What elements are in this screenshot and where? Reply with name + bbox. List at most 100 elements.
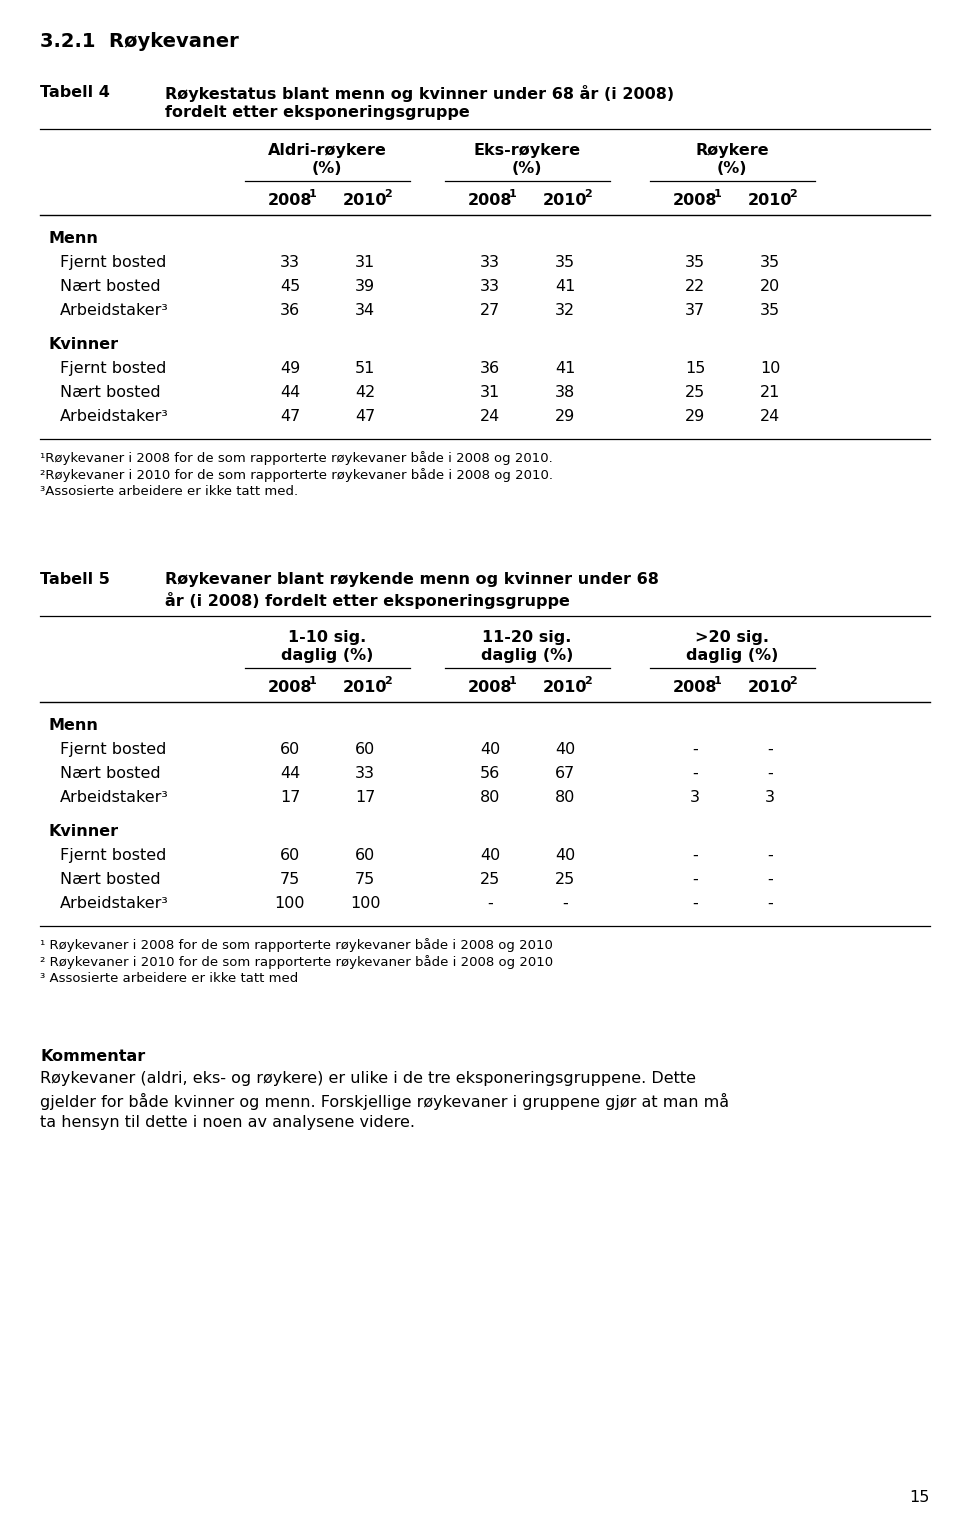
- Text: 17: 17: [355, 790, 375, 805]
- Text: Arbeidstaker³: Arbeidstaker³: [60, 409, 169, 424]
- Text: -: -: [692, 871, 698, 887]
- Text: Arbeidstaker³: Arbeidstaker³: [60, 790, 169, 805]
- Text: ²Røykevaner i 2010 for de som rapporterte røykevaner både i 2008 og 2010.: ²Røykevaner i 2010 for de som rapportert…: [40, 468, 553, 483]
- Text: 2010: 2010: [542, 194, 588, 207]
- Text: 60: 60: [355, 741, 375, 756]
- Text: -: -: [692, 847, 698, 862]
- Text: 39: 39: [355, 278, 375, 294]
- Text: Røykevaner (aldri, eks- og røykere) er ulike i de tre eksponeringsgruppene. Dett: Røykevaner (aldri, eks- og røykere) er u…: [40, 1071, 696, 1086]
- Text: 11-20 sig.: 11-20 sig.: [482, 629, 572, 645]
- Text: 3.2.1  Røykevaner: 3.2.1 Røykevaner: [40, 32, 239, 51]
- Text: Nært bosted: Nært bosted: [60, 766, 160, 781]
- Text: 24: 24: [480, 409, 500, 424]
- Text: Aldri-røykere: Aldri-røykere: [268, 144, 387, 157]
- Text: 33: 33: [280, 256, 300, 269]
- Text: Røykere: Røykere: [695, 144, 769, 157]
- Text: -: -: [767, 871, 773, 887]
- Text: (%): (%): [512, 160, 542, 176]
- Text: 2: 2: [789, 676, 797, 685]
- Text: ³Assosierte arbeidere er ikke tatt med.: ³Assosierte arbeidere er ikke tatt med.: [40, 486, 299, 498]
- Text: 42: 42: [355, 384, 375, 399]
- Text: gjelder for både kvinner og menn. Forskjellige røykevaner i gruppene gjør at man: gjelder for både kvinner og menn. Forskj…: [40, 1092, 730, 1111]
- Text: 1: 1: [309, 189, 317, 200]
- Text: Nært bosted: Nært bosted: [60, 278, 160, 294]
- Text: 67: 67: [555, 766, 575, 781]
- Text: Kommentar: Kommentar: [40, 1049, 145, 1064]
- Text: ³ Assosierte arbeidere er ikke tatt med: ³ Assosierte arbeidere er ikke tatt med: [40, 971, 299, 985]
- Text: Nært bosted: Nært bosted: [60, 871, 160, 887]
- Text: 100: 100: [275, 896, 305, 911]
- Text: 2008: 2008: [468, 679, 513, 694]
- Text: 40: 40: [555, 741, 575, 756]
- Text: Eks-røykere: Eks-røykere: [473, 144, 581, 157]
- Text: 47: 47: [355, 409, 375, 424]
- Text: -: -: [487, 896, 492, 911]
- Text: 35: 35: [760, 303, 780, 318]
- Text: 36: 36: [280, 303, 300, 318]
- Text: 3: 3: [690, 790, 700, 805]
- Text: 2: 2: [584, 676, 591, 685]
- Text: Arbeidstaker³: Arbeidstaker³: [60, 896, 169, 911]
- Text: 75: 75: [280, 871, 300, 887]
- Text: Fjernt bosted: Fjernt bosted: [60, 741, 166, 756]
- Text: 40: 40: [480, 847, 500, 862]
- Text: Nært bosted: Nært bosted: [60, 384, 160, 399]
- Text: 75: 75: [355, 871, 375, 887]
- Text: Tabell 5: Tabell 5: [40, 572, 109, 587]
- Text: 2008: 2008: [268, 679, 312, 694]
- Text: -: -: [692, 741, 698, 756]
- Text: 2: 2: [789, 189, 797, 200]
- Text: 1: 1: [509, 676, 516, 685]
- Text: 1: 1: [714, 189, 722, 200]
- Text: 2010: 2010: [343, 679, 387, 694]
- Text: 1: 1: [309, 676, 317, 685]
- Text: -: -: [767, 847, 773, 862]
- Text: ² Røykevaner i 2010 for de som rapporterte røykevaner både i 2008 og 2010: ² Røykevaner i 2010 for de som rapporter…: [40, 955, 553, 968]
- Text: -: -: [563, 896, 568, 911]
- Text: Røykevaner blant røykende menn og kvinner under 68: Røykevaner blant røykende menn og kvinne…: [165, 572, 659, 587]
- Text: Arbeidstaker³: Arbeidstaker³: [60, 303, 169, 318]
- Text: 2: 2: [384, 189, 392, 200]
- Text: 25: 25: [555, 871, 575, 887]
- Text: 25: 25: [480, 871, 500, 887]
- Text: Menn: Menn: [48, 231, 98, 247]
- Text: 34: 34: [355, 303, 375, 318]
- Text: ¹Røykevaner i 2008 for de som rapporterte røykevaner både i 2008 og 2010.: ¹Røykevaner i 2008 for de som rapportert…: [40, 451, 553, 464]
- Text: 51: 51: [355, 362, 375, 377]
- Text: 1-10 sig.: 1-10 sig.: [288, 629, 366, 645]
- Text: 2008: 2008: [268, 194, 312, 207]
- Text: 60: 60: [355, 847, 375, 862]
- Text: 41: 41: [555, 278, 575, 294]
- Text: 44: 44: [280, 766, 300, 781]
- Text: 2010: 2010: [748, 679, 792, 694]
- Text: 37: 37: [684, 303, 705, 318]
- Text: 35: 35: [555, 256, 575, 269]
- Text: -: -: [767, 896, 773, 911]
- Text: 15: 15: [910, 1490, 930, 1505]
- Text: 1: 1: [509, 189, 516, 200]
- Text: 29: 29: [684, 409, 706, 424]
- Text: 27: 27: [480, 303, 500, 318]
- Text: 33: 33: [480, 278, 500, 294]
- Text: 60: 60: [280, 741, 300, 756]
- Text: 33: 33: [355, 766, 375, 781]
- Text: 3: 3: [765, 790, 775, 805]
- Text: ta hensyn til dette i noen av analysene videre.: ta hensyn til dette i noen av analysene …: [40, 1115, 415, 1130]
- Text: 36: 36: [480, 362, 500, 377]
- Text: 2010: 2010: [748, 194, 792, 207]
- Text: Fjernt bosted: Fjernt bosted: [60, 256, 166, 269]
- Text: -: -: [692, 766, 698, 781]
- Text: Kvinner: Kvinner: [48, 825, 118, 840]
- Text: 25: 25: [684, 384, 706, 399]
- Text: 2008: 2008: [468, 194, 513, 207]
- Text: 41: 41: [555, 362, 575, 377]
- Text: 44: 44: [280, 384, 300, 399]
- Text: 24: 24: [760, 409, 780, 424]
- Text: Røykestatus blant menn og kvinner under 68 år (i 2008): Røykestatus blant menn og kvinner under …: [165, 85, 674, 101]
- Text: 60: 60: [280, 847, 300, 862]
- Text: 2008: 2008: [673, 679, 717, 694]
- Text: 31: 31: [355, 256, 375, 269]
- Text: ¹ Røykevaner i 2008 for de som rapporterte røykevaner både i 2008 og 2010: ¹ Røykevaner i 2008 for de som rapporter…: [40, 938, 553, 952]
- Text: 21: 21: [759, 384, 780, 399]
- Text: >20 sig.: >20 sig.: [695, 629, 769, 645]
